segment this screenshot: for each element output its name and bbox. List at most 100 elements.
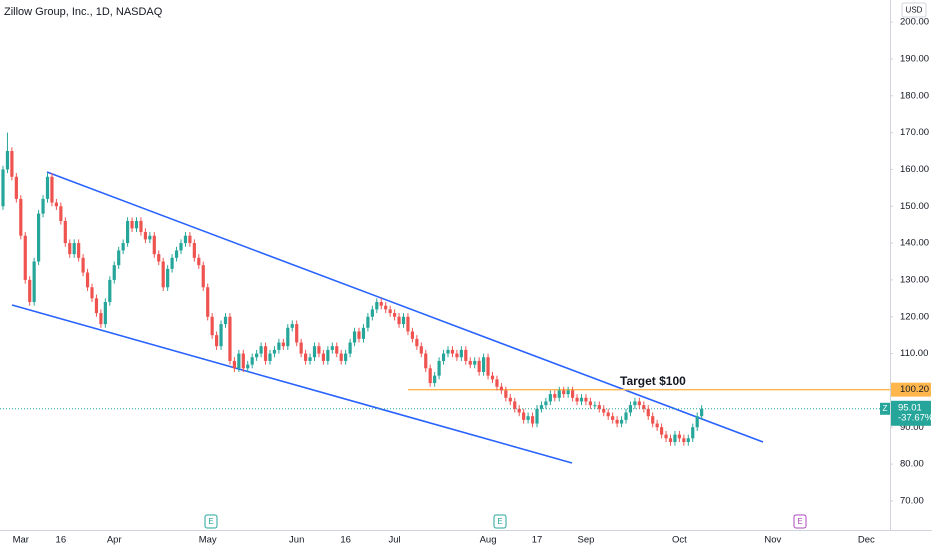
candle-body <box>32 261 36 303</box>
candle-body <box>192 243 196 258</box>
x-tick-label: Nov <box>764 535 781 546</box>
chart-title: Zillow Group, Inc., 1D, NASDAQ <box>4 6 163 18</box>
candle-body <box>139 220 143 233</box>
candle-body <box>268 353 272 361</box>
y-tick-label: 200.00 <box>900 17 929 28</box>
candle-body <box>259 346 263 354</box>
candle-body <box>633 401 637 406</box>
candle-body <box>201 265 205 288</box>
candle-body <box>401 316 406 325</box>
candle-body <box>544 401 548 406</box>
candle-body <box>197 257 201 266</box>
candle-body <box>210 316 214 336</box>
candle-body <box>348 342 352 354</box>
y-tick-label: 150.00 <box>900 201 929 212</box>
candle-body <box>410 331 414 339</box>
candle-body <box>642 405 646 409</box>
candle-body <box>94 298 99 314</box>
candle-body <box>646 408 650 417</box>
x-tick-label: 16 <box>340 535 351 546</box>
symbol-tag <box>880 402 890 415</box>
candle-body <box>428 368 432 384</box>
x-tick-label: Oct <box>672 535 687 546</box>
candle-body <box>339 353 343 361</box>
x-tick-label: Jul <box>389 535 401 546</box>
candle-body <box>668 438 673 442</box>
candle-body <box>344 353 348 361</box>
candle-body <box>228 316 232 361</box>
candle-body <box>54 202 58 207</box>
candle-body <box>691 427 695 439</box>
candle-body <box>5 151 10 170</box>
candle-body <box>237 353 241 369</box>
y-tick-label: 90.00 <box>900 422 924 433</box>
earnings-label: E <box>797 517 802 526</box>
candle-body <box>352 331 357 343</box>
candle-body <box>23 235 27 280</box>
earnings-box <box>793 514 807 529</box>
candle-body <box>68 243 72 255</box>
candle-body <box>602 408 606 413</box>
candle-body <box>513 401 517 409</box>
candle-body <box>63 220 67 244</box>
candle-body <box>606 412 610 417</box>
candle-body <box>45 176 50 199</box>
x-tick-label: May <box>199 535 217 546</box>
earnings-label: E <box>208 517 213 526</box>
y-tick-label: 110.00 <box>900 348 928 359</box>
candle-body <box>157 254 161 262</box>
y-tick-label: 140.00 <box>900 238 929 249</box>
candle-body <box>286 327 290 347</box>
candle-body <box>281 342 285 347</box>
y-tick-label: 190.00 <box>900 53 929 64</box>
candle-body <box>486 357 490 376</box>
candle-body <box>682 438 686 442</box>
candle-body <box>597 405 601 409</box>
candle-body <box>152 235 156 255</box>
level-tag <box>891 382 931 397</box>
candle-body <box>655 423 659 428</box>
candle-body <box>464 349 468 361</box>
change-label: -37.67% <box>898 412 932 423</box>
candle-body <box>637 401 641 406</box>
candle-body <box>223 316 228 325</box>
x-tick-label: Apr <box>107 535 122 546</box>
candle-body <box>308 357 312 361</box>
candle-body <box>593 405 597 407</box>
candle-body <box>134 220 139 229</box>
candle-body <box>312 346 317 358</box>
candle-body <box>388 309 392 314</box>
candle-body <box>215 335 219 347</box>
candle-body <box>112 265 116 280</box>
candle-body <box>161 261 165 288</box>
candle-body <box>81 257 85 273</box>
candle-body <box>482 357 486 372</box>
candle-body <box>272 349 277 354</box>
trend-lines <box>0 171 890 464</box>
candle-body <box>384 305 388 310</box>
candle-body <box>619 419 624 424</box>
x-tick-label: 16 <box>56 535 67 546</box>
candle-body <box>232 360 236 369</box>
candle-body <box>148 235 152 240</box>
candle-body <box>526 416 530 420</box>
candle-body <box>130 220 134 229</box>
candle-body <box>495 379 499 387</box>
y-tick-label: 130.00 <box>900 274 929 285</box>
candle-body <box>477 360 481 372</box>
candle-body <box>499 386 503 391</box>
candle-body <box>250 357 254 365</box>
candle-body <box>304 353 308 361</box>
candle-body <box>103 302 107 325</box>
candle-body <box>317 346 321 354</box>
y-tick-label: 80.00 <box>900 459 924 470</box>
y-tick-label: 170.00 <box>900 127 929 138</box>
candle-body <box>255 353 259 358</box>
candle-body <box>424 353 428 369</box>
candle-body <box>375 302 379 310</box>
candle-body <box>660 427 664 435</box>
candle-body <box>415 338 419 347</box>
currency-label: USD <box>906 6 923 15</box>
candle-body <box>330 346 334 350</box>
